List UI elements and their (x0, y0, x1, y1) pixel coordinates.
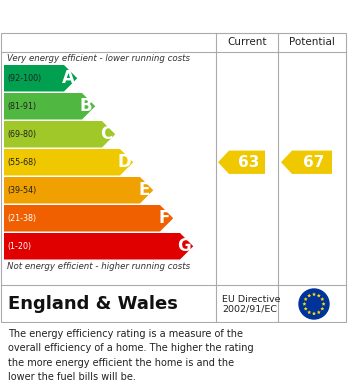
Polygon shape (317, 310, 321, 314)
Polygon shape (321, 297, 324, 301)
Text: England & Wales: England & Wales (8, 295, 178, 313)
Polygon shape (4, 205, 173, 231)
Text: E: E (138, 181, 150, 199)
Polygon shape (307, 294, 311, 297)
Polygon shape (312, 292, 316, 296)
Text: (21-38): (21-38) (7, 214, 36, 223)
Text: A: A (62, 69, 74, 87)
Text: (81-91): (81-91) (7, 102, 36, 111)
Polygon shape (4, 149, 133, 176)
Text: G: G (177, 237, 191, 255)
Text: D: D (117, 153, 131, 171)
Text: 63: 63 (238, 155, 260, 170)
Circle shape (299, 289, 329, 319)
Text: 67: 67 (303, 155, 325, 170)
Polygon shape (322, 302, 325, 306)
Text: (55-68): (55-68) (7, 158, 36, 167)
Text: Current: Current (227, 37, 267, 47)
Polygon shape (304, 307, 308, 310)
Polygon shape (317, 294, 321, 297)
Text: EU Directive: EU Directive (222, 296, 280, 305)
Polygon shape (312, 312, 316, 315)
Polygon shape (281, 151, 332, 174)
Polygon shape (321, 307, 324, 310)
Text: 2002/91/EC: 2002/91/EC (222, 305, 277, 314)
Polygon shape (4, 65, 77, 91)
Text: Energy Efficiency Rating: Energy Efficiency Rating (9, 9, 230, 23)
Polygon shape (302, 302, 306, 306)
Text: The energy efficiency rating is a measure of the
overall efficiency of a home. T: The energy efficiency rating is a measur… (8, 329, 254, 382)
Text: (92-100): (92-100) (7, 74, 41, 83)
Text: (69-80): (69-80) (7, 130, 36, 139)
Polygon shape (4, 121, 115, 147)
Polygon shape (307, 310, 311, 314)
Text: F: F (158, 209, 170, 227)
Text: Not energy efficient - higher running costs: Not energy efficient - higher running co… (7, 262, 190, 271)
Text: (39-54): (39-54) (7, 186, 36, 195)
Text: C: C (100, 125, 112, 143)
Polygon shape (218, 151, 265, 174)
Polygon shape (4, 93, 95, 120)
Text: Very energy efficient - lower running costs: Very energy efficient - lower running co… (7, 54, 190, 63)
Text: Potential: Potential (289, 37, 335, 47)
Text: B: B (80, 97, 92, 115)
Polygon shape (304, 297, 308, 301)
Polygon shape (4, 233, 193, 260)
Polygon shape (4, 177, 153, 203)
Text: (1-20): (1-20) (7, 242, 31, 251)
